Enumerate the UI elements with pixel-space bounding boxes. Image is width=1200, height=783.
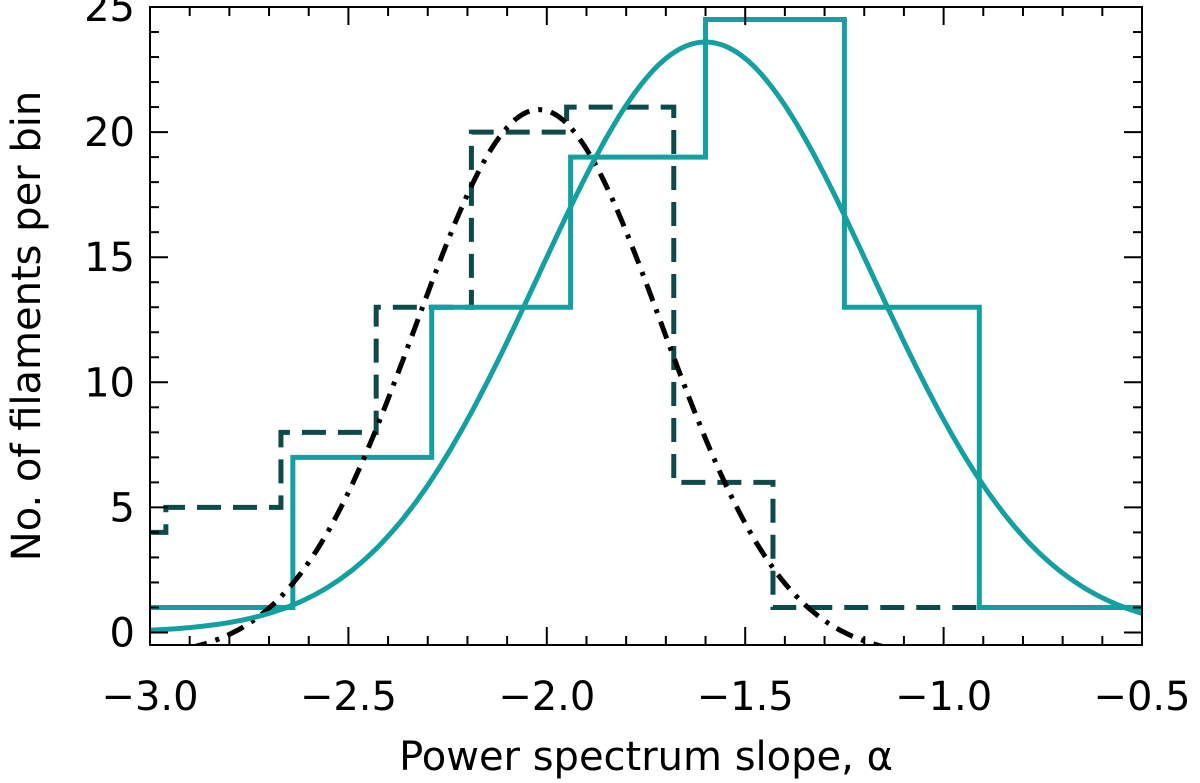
x-tick-label: −2.5 xyxy=(300,674,397,720)
x-tick-label: −2.0 xyxy=(498,674,595,720)
x-tick-label: −1.5 xyxy=(697,674,794,720)
histogram-dashed-series xyxy=(150,104,1023,610)
y-tick-label: 15 xyxy=(84,235,135,281)
y-tick-label: 20 xyxy=(84,110,135,156)
y-axis-title: No. of filaments per bin xyxy=(4,91,50,561)
x-tick-label: −3.0 xyxy=(101,674,198,720)
y-tick-label: 0 xyxy=(110,610,135,656)
gaussian-fit-dashdot xyxy=(190,107,888,645)
gaussian-fit-solid xyxy=(150,39,1142,633)
y-tick-label: 25 xyxy=(84,0,135,31)
plot-area xyxy=(150,17,1142,645)
x-tick-label: −1.0 xyxy=(895,674,992,720)
x-axis-title: Power spectrum slope, α xyxy=(399,734,893,780)
axes: −3.0 −2.5 −2.0 −1.5 −1.0 −0.5 0 5 10 15 20 25 xyxy=(84,0,1190,720)
y-tick-label: 5 xyxy=(110,485,135,531)
x-tick-label: −0.5 xyxy=(1093,674,1190,720)
plot-frame xyxy=(149,6,1143,646)
y-tick-label: 10 xyxy=(84,360,135,406)
histogram-solid-series xyxy=(150,17,1142,610)
